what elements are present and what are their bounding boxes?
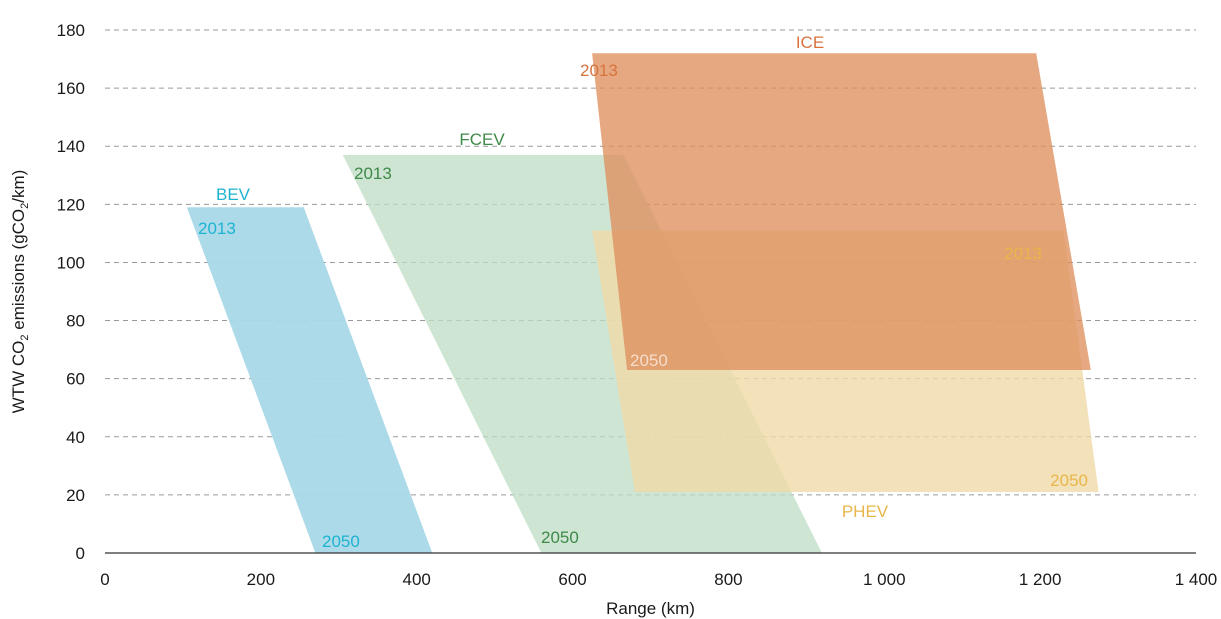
bev-2050-label: 2050	[322, 532, 360, 551]
y-tick-label: 160	[57, 79, 85, 98]
ice-2050-label: 2050	[630, 351, 668, 370]
y-tick-label: 180	[57, 21, 85, 40]
y-axis-title: WTW CO2 emissions (gCO2/km)	[9, 170, 31, 414]
x-tick-label: 1 000	[863, 570, 906, 589]
y-axis-title-part1: WTW CO	[9, 341, 28, 414]
y-tick-label: 60	[66, 370, 85, 389]
fcev-name-label: FCEV	[459, 130, 505, 149]
y-tick-label: 100	[57, 253, 85, 272]
x-tick-label: 0	[100, 570, 109, 589]
fcev-2013-label: 2013	[354, 164, 392, 183]
bev-name-label: BEV	[216, 185, 251, 204]
y-axis-title-part3: /km)	[9, 170, 28, 203]
bev-band	[186, 207, 433, 553]
x-tick-label: 400	[403, 570, 431, 589]
x-tick-label: 800	[714, 570, 742, 589]
bev-2013-label: 2013	[198, 219, 236, 238]
x-tick-label: 1 400	[1175, 570, 1218, 589]
y-tick-label: 40	[66, 428, 85, 447]
y-axis-title-sub1: 2	[19, 334, 31, 340]
y-tick-label: 140	[57, 137, 85, 156]
series-layer	[186, 53, 1099, 553]
phev-name-label: PHEV	[842, 502, 889, 521]
y-tick-label: 80	[66, 312, 85, 331]
axis-layer: 0 20 40 60 80 100 120 140 160 180 0 200 400 600 800 1 0…	[57, 21, 1218, 589]
label-layer: BEV 2013 2050 FCEV 2013 2050 PHEV 2013 2050 ICE 20…	[198, 33, 1088, 551]
x-axis-title: Range (km)	[606, 599, 695, 618]
y-tick-label: 0	[76, 544, 85, 563]
ice-band	[592, 53, 1091, 370]
fcev-2050-label: 2050	[541, 528, 579, 547]
ice-name-label: ICE	[796, 33, 824, 52]
x-tick-label: 200	[247, 570, 275, 589]
y-tick-label: 120	[57, 195, 85, 214]
ice-2013-label: 2013	[580, 61, 618, 80]
y-axis-title-part2: emissions (gCO	[9, 209, 28, 335]
y-tick-label: 20	[66, 486, 85, 505]
phev-2050-label: 2050	[1050, 471, 1088, 490]
x-tick-label: 600	[558, 570, 586, 589]
x-tick-label: 1 200	[1019, 570, 1062, 589]
y-axis-title-sub2: 2	[19, 203, 31, 209]
phev-2013-label: 2013	[1004, 244, 1042, 263]
